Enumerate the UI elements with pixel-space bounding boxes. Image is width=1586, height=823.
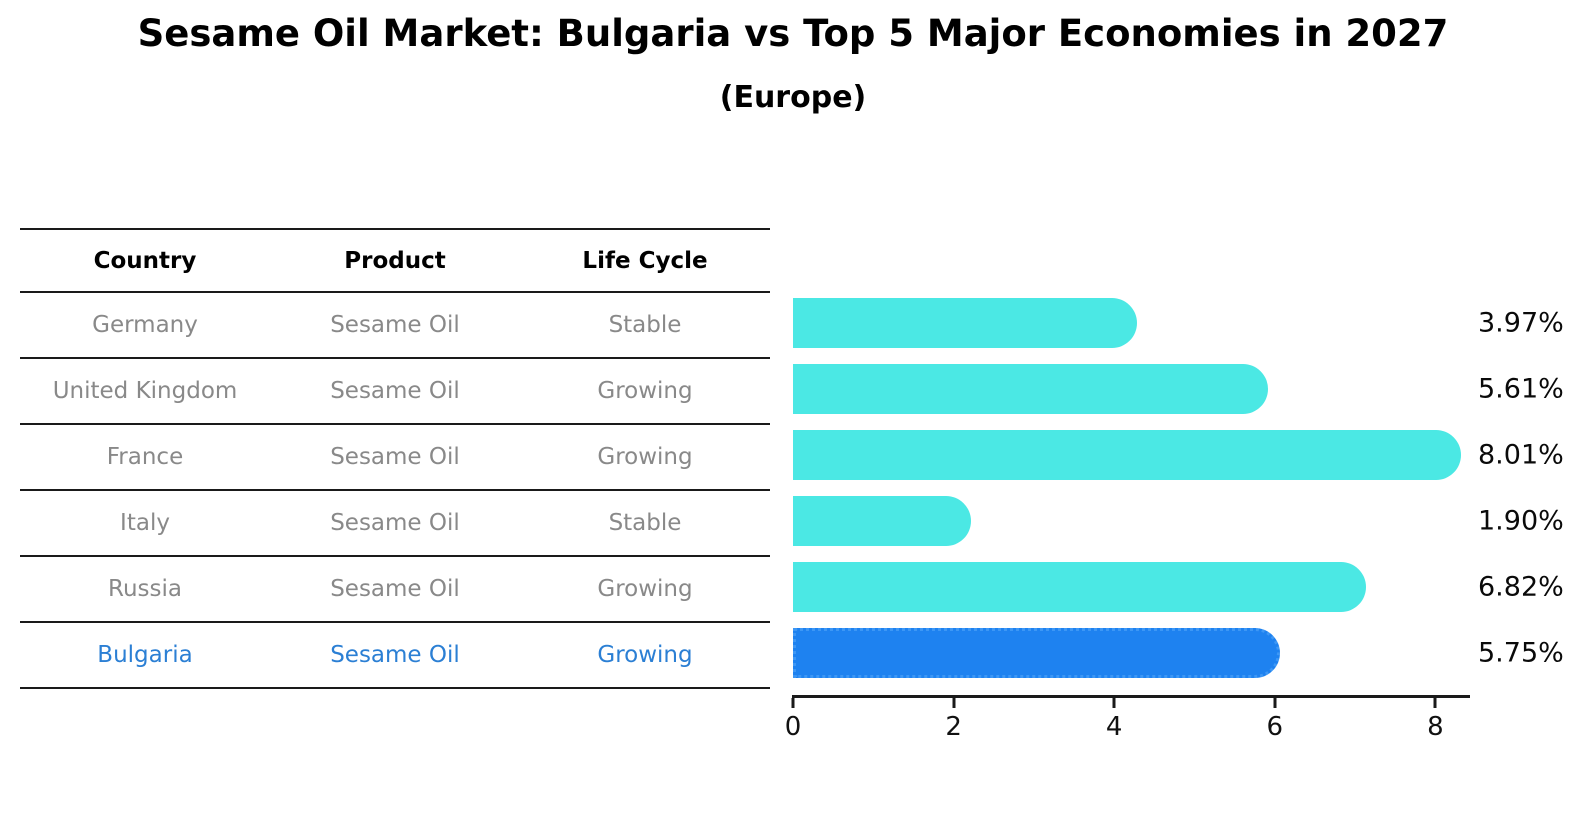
table-cell-life-cycle: Growing [597,444,693,470]
table-cell-country: Russia [108,576,182,602]
x-tick-4 [1112,698,1116,708]
table-cell-product: Sesame Oil [330,642,460,668]
bar-value-label-russia: 6.82% [1478,571,1564,603]
country-table: Country Product Life Cycle Germany Sesam… [20,228,770,689]
table-cell-life-cycle: Growing [597,378,693,404]
table-cell-country: United Kingdom [52,378,238,404]
x-tick-2 [952,698,956,708]
x-tick-label-8: 8 [1427,712,1444,742]
bar-value-label-france: 8.01% [1478,439,1564,471]
table-row-russia: Russia Sesame Oil Growing [20,557,770,623]
x-tick-6 [1273,698,1277,708]
table-cell-product: Sesame Oil [330,510,460,536]
table-cell-product: Sesame Oil [330,312,460,338]
chart-subtitle: (Europe) [719,80,867,115]
chart-title: Sesame Oil Market: Bulgaria vs Top 5 Maj… [137,12,1449,55]
bar-value-label-united-kingdom: 5.61% [1478,373,1564,405]
table-cell-life-cycle: Growing [597,642,693,668]
table-cell-country: Bulgaria [97,642,193,668]
table-cell-country: France [106,444,184,470]
x-axis-line [792,695,1470,698]
x-tick-8 [1433,698,1437,708]
x-tick-label-2: 2 [945,712,962,742]
x-tick-label-6: 6 [1266,712,1284,742]
table-cell-product: Sesame Oil [330,576,460,602]
bar-germany [793,298,1137,348]
x-tick-0 [791,698,795,708]
table-cell-country: Italy [120,510,170,536]
table-cell-product: Sesame Oil [330,378,460,404]
bar-france [793,430,1462,480]
table-cell-product: Sesame Oil [330,444,460,470]
bar-value-label-germany: 3.97% [1478,307,1564,339]
table-header-row: Country Product Life Cycle [20,230,770,293]
bar-value-label-bulgaria: 5.75% [1478,637,1564,669]
table-row-france: France Sesame Oil Growing [20,425,770,491]
table-cell-life-cycle: Growing [597,576,693,602]
x-tick-label-4: 4 [1105,712,1123,742]
table-header-product: Product [344,247,446,274]
table-cell-life-cycle: Stable [608,510,682,536]
table-cell-life-cycle: Stable [608,312,682,338]
bar-italy [793,496,971,546]
bar-value-label-italy: 1.90% [1478,505,1564,537]
table-cell-country: Germany [92,312,198,338]
table-row-germany: Germany Sesame Oil Stable [20,293,770,359]
bar-bulgaria [793,628,1280,678]
table-row-united-kingdom: United Kingdom Sesame Oil Growing [20,359,770,425]
table-row-italy: Italy Sesame Oil Stable [20,491,770,557]
table-header-country: Country [93,247,197,274]
x-tick-label-0: 0 [784,712,802,742]
bar-united-kingdom [793,364,1269,414]
table-row-bulgaria: Bulgaria Sesame Oil Growing [20,623,770,689]
bar-russia [793,562,1366,612]
table-header-life-cycle: Life Cycle [582,247,708,274]
